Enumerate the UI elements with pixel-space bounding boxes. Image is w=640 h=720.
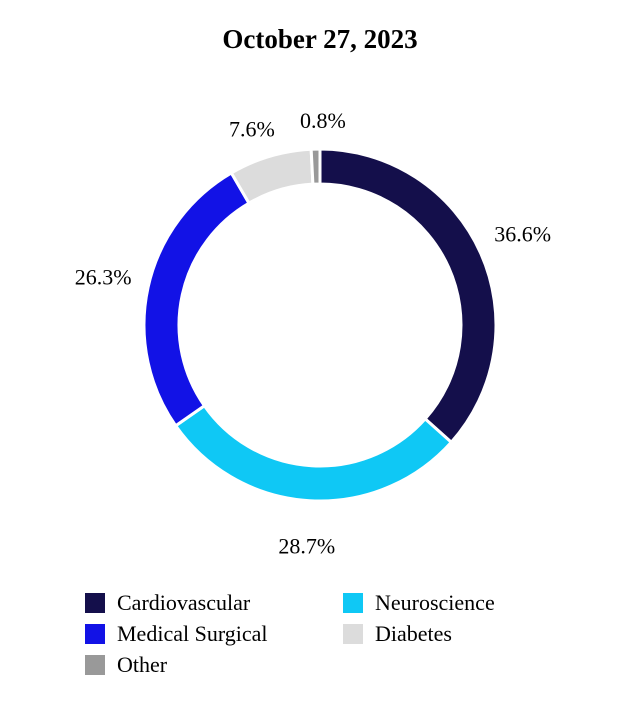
data-label: 28.7% <box>278 534 335 559</box>
slice-cardiovascular <box>318 147 498 445</box>
legend-label: Neuroscience <box>375 590 495 615</box>
legend-item-cardiovascular: Cardiovascular <box>85 590 250 616</box>
legend-label: Cardiovascular <box>117 590 251 615</box>
legend-item-other: Other <box>85 652 167 678</box>
legend-label: Other <box>117 652 168 677</box>
legend-swatch <box>85 593 105 613</box>
legend-swatch <box>343 624 363 644</box>
slice-medical-surgical <box>142 170 252 428</box>
slice-other <box>309 147 322 186</box>
data-label: 36.6% <box>494 221 551 246</box>
legend-item-neuroscience: Neuroscience <box>343 590 495 616</box>
legend-label: Diabetes <box>375 621 452 646</box>
legend-item-diabetes: Diabetes <box>343 621 452 647</box>
data-label: 0.8% <box>300 108 346 133</box>
slice-diabetes <box>229 147 315 206</box>
slice-neuroscience <box>173 403 454 503</box>
data-label: 26.3% <box>75 264 132 289</box>
data-label: 7.6% <box>229 116 275 141</box>
legend-label: Medical Surgical <box>117 621 268 646</box>
legend-swatch <box>85 655 105 675</box>
legend-item-medical-surgical: Medical Surgical <box>85 621 268 647</box>
chart-title: October 27, 2023 <box>222 24 418 54</box>
legend-swatch <box>85 624 105 644</box>
legend-swatch <box>343 593 363 613</box>
